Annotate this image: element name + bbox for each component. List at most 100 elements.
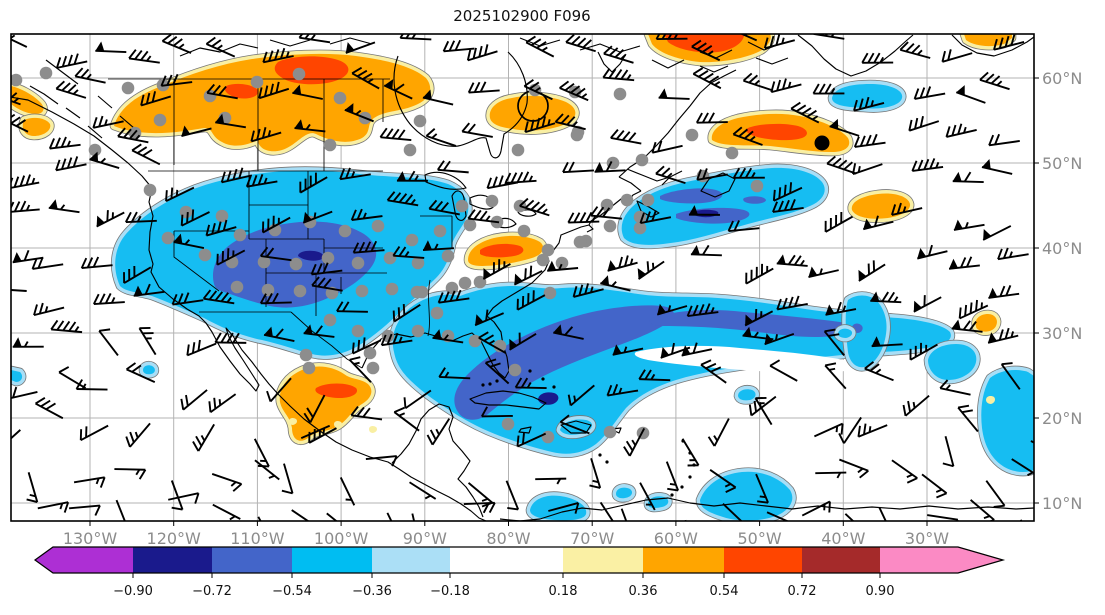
station-dot	[403, 143, 417, 157]
wind-barb	[262, 47, 294, 64]
chart-title: 2025102900 F096	[453, 7, 590, 25]
wind-barb	[291, 509, 310, 521]
wind-barb	[599, 501, 614, 521]
bottom-cyan-4	[616, 487, 633, 499]
wind-barb	[769, 359, 798, 382]
wind-barb	[350, 406, 383, 421]
coastline	[391, 403, 484, 518]
y-tick-label: 20°N	[1042, 409, 1082, 428]
axis-ticks	[89, 77, 1039, 526]
small-island	[495, 379, 499, 383]
atl-blob-3	[981, 370, 1034, 472]
wind-barb	[870, 291, 902, 304]
wind-barb	[594, 161, 626, 173]
wind-barb	[813, 34, 845, 40]
wind-barb	[979, 71, 1010, 91]
y-tick-label: 10°N	[1042, 494, 1082, 513]
wind-barb	[941, 49, 973, 63]
canada-band-core1	[274, 56, 349, 85]
hudson-west-orange	[489, 95, 576, 131]
station-dot	[411, 324, 425, 338]
station-dot	[635, 153, 649, 167]
x-tick-label: 50°W	[738, 529, 782, 548]
wind-barb	[79, 424, 109, 442]
wind-barb	[80, 256, 113, 270]
wind-barb	[75, 379, 108, 391]
small-island	[688, 475, 692, 479]
wind-barb	[763, 34, 796, 50]
station-dot	[463, 218, 477, 232]
wind-barb	[165, 186, 195, 203]
station-dot	[508, 363, 522, 377]
station-dot	[536, 253, 550, 267]
wind-barb	[138, 326, 157, 356]
wind-barb	[878, 506, 887, 521]
wind-barb	[523, 79, 553, 101]
wind-barb	[73, 476, 106, 488]
colorbar-tick-label: 0.54	[710, 584, 739, 599]
wind-barb	[952, 171, 984, 184]
station-dot	[39, 66, 53, 80]
wind-barb	[311, 276, 343, 292]
wind-barb	[215, 113, 246, 129]
wind-barb	[945, 123, 977, 138]
x-tick-label: 90°W	[403, 529, 447, 548]
coastline	[560, 420, 592, 434]
wind-barb	[770, 78, 802, 94]
station-dot	[143, 183, 157, 197]
wind-barb	[655, 165, 686, 185]
wind-barb	[250, 127, 282, 143]
wind-barb	[11, 200, 40, 213]
wind-barb	[824, 362, 847, 390]
wind-barb	[467, 81, 500, 94]
wind-barb	[220, 167, 253, 184]
wind-barb	[909, 342, 938, 361]
wind-barb	[281, 463, 294, 495]
coastline	[517, 209, 537, 217]
wind-barb	[572, 283, 604, 298]
wind-barb	[11, 429, 21, 440]
wind-barb	[186, 339, 217, 357]
y-tick-label: 60°N	[1042, 69, 1082, 88]
wind-barb	[411, 513, 416, 521]
wind-barb	[55, 80, 87, 99]
station-dot	[385, 282, 399, 296]
wind-barb	[913, 86, 946, 100]
station-dot	[603, 219, 617, 233]
wind-barb	[516, 290, 546, 311]
wind-barb	[681, 438, 700, 467]
wind-barb	[348, 356, 372, 383]
station-dot	[413, 114, 427, 128]
colorbar-under-arrow	[35, 547, 53, 573]
wind-barb	[299, 172, 328, 194]
wind-barb	[554, 113, 586, 131]
colorbar-labels: −0.90 −0.72 −0.54 −0.36 −0.18 0.18 0.36 …	[113, 584, 894, 599]
wind-barb	[298, 34, 331, 44]
wind-barb	[899, 41, 931, 59]
small-island	[598, 453, 602, 457]
wind-barb	[838, 416, 862, 444]
wind-barb	[1020, 519, 1023, 521]
wind-barb	[639, 482, 656, 511]
wind-barb	[951, 319, 983, 333]
x-tick-label: 130°W	[63, 529, 118, 548]
wind-barb	[732, 167, 765, 179]
wind-barb	[133, 283, 165, 297]
wind-barb	[438, 367, 471, 380]
wind-barb	[858, 260, 886, 282]
wind-barb	[955, 85, 986, 104]
wind-barb	[208, 393, 237, 414]
state-borders	[108, 78, 453, 369]
station-dot	[321, 251, 335, 265]
wind-barb	[35, 396, 64, 420]
labrador-red	[746, 123, 807, 141]
station-dot	[541, 430, 555, 444]
coastline	[700, 172, 736, 198]
station-dot	[750, 179, 764, 193]
wind-barb	[254, 459, 280, 481]
wind-barb	[857, 423, 888, 438]
right-orange-oval	[975, 314, 998, 332]
wind-barb	[686, 303, 719, 318]
station-dot	[88, 143, 102, 157]
wind-barb	[48, 136, 81, 150]
